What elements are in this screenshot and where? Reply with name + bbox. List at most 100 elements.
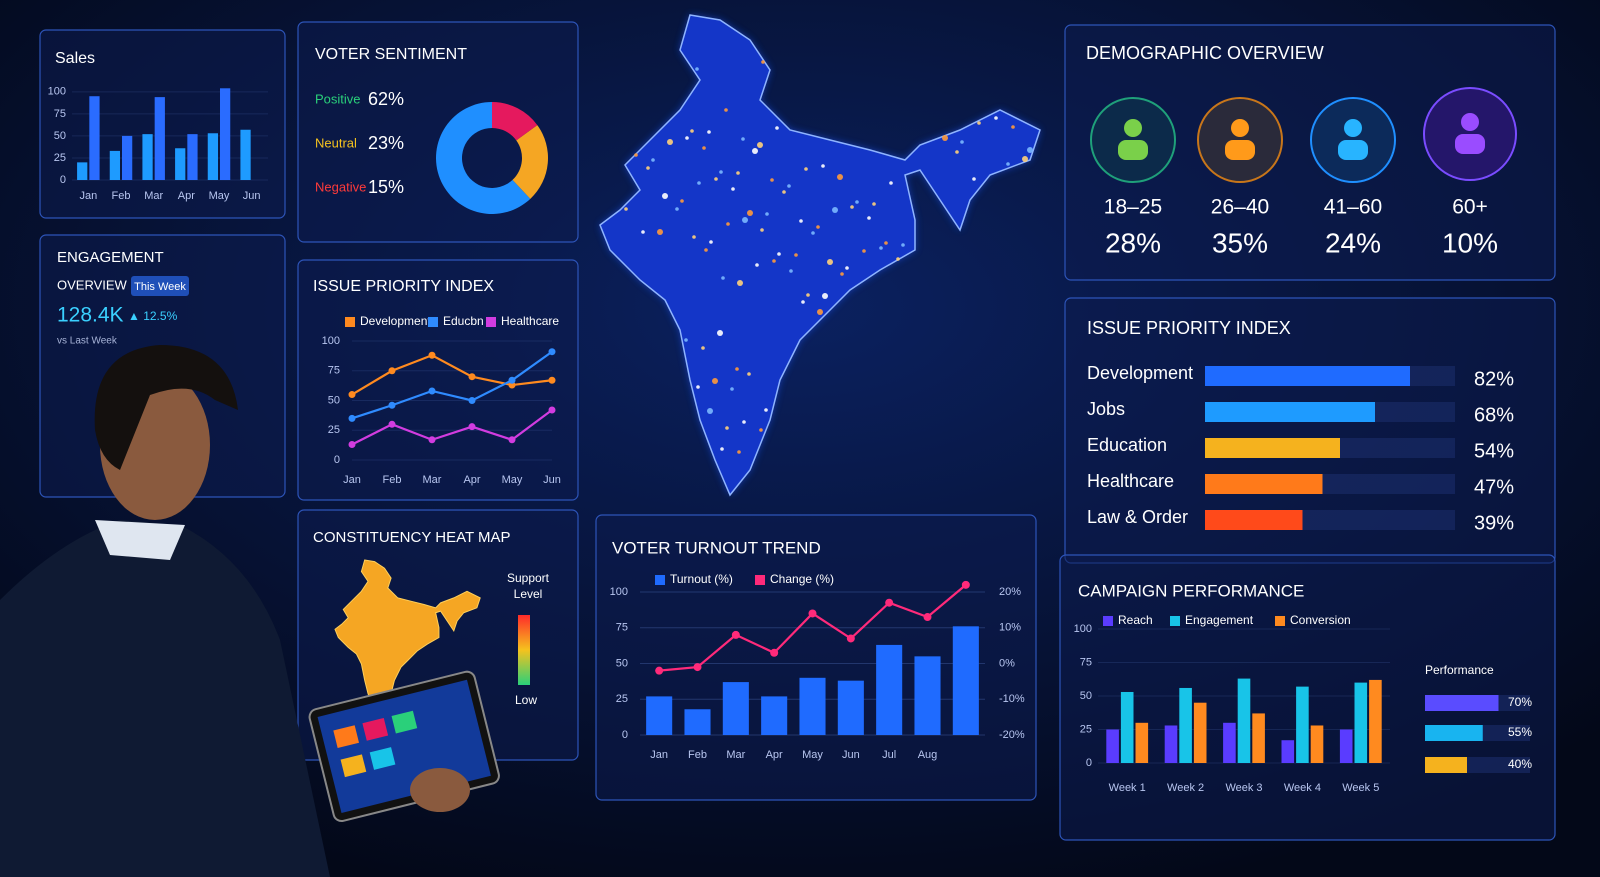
x-tick-label: Jun bbox=[543, 474, 561, 486]
map-dot bbox=[799, 219, 803, 223]
point bbox=[548, 348, 556, 356]
bar bbox=[684, 709, 711, 735]
x-tick-label: Apr bbox=[766, 749, 783, 761]
panels bbox=[39, 21, 1556, 841]
x-tick-label: May bbox=[802, 749, 823, 761]
map-dot bbox=[822, 293, 828, 299]
point bbox=[731, 630, 740, 639]
x-tick-label: Mar bbox=[144, 190, 163, 202]
person bbox=[0, 345, 500, 877]
map-dot bbox=[862, 249, 866, 253]
group-label: 26–40 bbox=[1211, 196, 1269, 219]
panel-subtitle: OVERVIEW bbox=[57, 277, 128, 292]
map-dot bbox=[741, 137, 745, 141]
map-dot bbox=[879, 246, 883, 250]
bar bbox=[142, 134, 153, 180]
y-tick-label: 0 bbox=[622, 729, 628, 741]
bar bbox=[1296, 686, 1309, 763]
x-tick-label: Jan bbox=[650, 749, 668, 761]
value-label: 54% bbox=[1474, 440, 1514, 462]
map-dot bbox=[757, 142, 763, 148]
kpi-note: vs Last Week bbox=[57, 336, 118, 347]
map-dot bbox=[827, 259, 833, 265]
value-label: 40% bbox=[1508, 757, 1532, 771]
map-dot bbox=[972, 177, 976, 181]
point bbox=[388, 367, 396, 375]
point bbox=[428, 351, 436, 359]
pie-slice bbox=[492, 102, 538, 141]
group-label: 18–25 bbox=[1104, 196, 1162, 219]
bar bbox=[1425, 725, 1483, 741]
value-label: 47% bbox=[1474, 476, 1514, 498]
point bbox=[961, 580, 970, 589]
y-tick-label: 50 bbox=[328, 394, 340, 406]
pie-value: 15% bbox=[368, 177, 404, 197]
map-dot bbox=[817, 309, 823, 315]
map-dot bbox=[777, 252, 781, 256]
point bbox=[348, 441, 356, 449]
bar bbox=[109, 150, 120, 180]
map-dot bbox=[845, 266, 849, 270]
map-dot bbox=[837, 174, 843, 180]
map-dot bbox=[755, 263, 759, 267]
person-hand bbox=[410, 768, 470, 812]
map-dot bbox=[725, 426, 729, 430]
y-tick-label: -20% bbox=[999, 729, 1025, 741]
y-tick-label: 50 bbox=[54, 130, 66, 142]
point bbox=[508, 436, 516, 444]
chart-title: VOTER SENTIMENT bbox=[315, 46, 467, 63]
x-tick-label: Mar bbox=[726, 749, 745, 761]
bar bbox=[799, 677, 826, 735]
x-tick-label: Week 2 bbox=[1167, 782, 1204, 794]
point bbox=[548, 376, 556, 384]
y-tick-label: 100 bbox=[610, 586, 628, 598]
bar bbox=[1425, 757, 1467, 773]
panel bbox=[1064, 24, 1556, 281]
map-dot bbox=[811, 231, 815, 235]
map-dot bbox=[624, 207, 628, 211]
y-tick-label: 75 bbox=[54, 108, 66, 120]
map-dots bbox=[624, 60, 1033, 454]
legend-swatch bbox=[345, 317, 355, 327]
map-dot bbox=[787, 184, 791, 188]
bar bbox=[1223, 722, 1236, 763]
india-map bbox=[599, 14, 1041, 496]
bar bbox=[1252, 713, 1265, 763]
line bbox=[351, 409, 553, 446]
line bbox=[351, 350, 553, 420]
map-dot bbox=[690, 129, 694, 133]
point bbox=[468, 397, 476, 404]
icon-body bbox=[1225, 140, 1255, 160]
bar bbox=[1354, 682, 1368, 763]
map-dot bbox=[960, 140, 964, 144]
x-tick-label: Apr bbox=[178, 190, 195, 202]
point bbox=[770, 648, 779, 657]
chart-title: Performance bbox=[1425, 663, 1494, 677]
icon-body bbox=[1338, 140, 1368, 160]
y-tick-label: 100 bbox=[48, 86, 66, 98]
bar bbox=[240, 129, 251, 180]
map-dot bbox=[667, 139, 673, 145]
x-tick-label: Feb bbox=[112, 190, 131, 202]
chart-title: Sales bbox=[55, 50, 95, 67]
legend-label: Educbn bbox=[443, 314, 484, 328]
point bbox=[388, 401, 396, 409]
point bbox=[468, 423, 476, 431]
point bbox=[693, 663, 702, 672]
y-tick-label: 25 bbox=[54, 152, 66, 164]
legend-label: Healthcare bbox=[501, 314, 559, 328]
map-dot bbox=[770, 178, 774, 182]
line bbox=[351, 354, 553, 396]
x-tick-label: Aug bbox=[918, 749, 938, 761]
bar bbox=[1205, 438, 1340, 458]
legend-label: Development bbox=[360, 314, 431, 328]
map-dot bbox=[721, 276, 725, 280]
map-dot bbox=[634, 153, 638, 157]
y-tick-label: 75 bbox=[328, 365, 340, 377]
charts: ENGAGEMENT OVERVIEW This Week 128.4K ▲ 12.5%… bbox=[48, 43, 1533, 794]
map-dot bbox=[901, 243, 905, 247]
pie-label: Neutral bbox=[315, 135, 357, 150]
y-tick-label: -10% bbox=[999, 693, 1025, 705]
value-label: 39% bbox=[1474, 512, 1514, 534]
